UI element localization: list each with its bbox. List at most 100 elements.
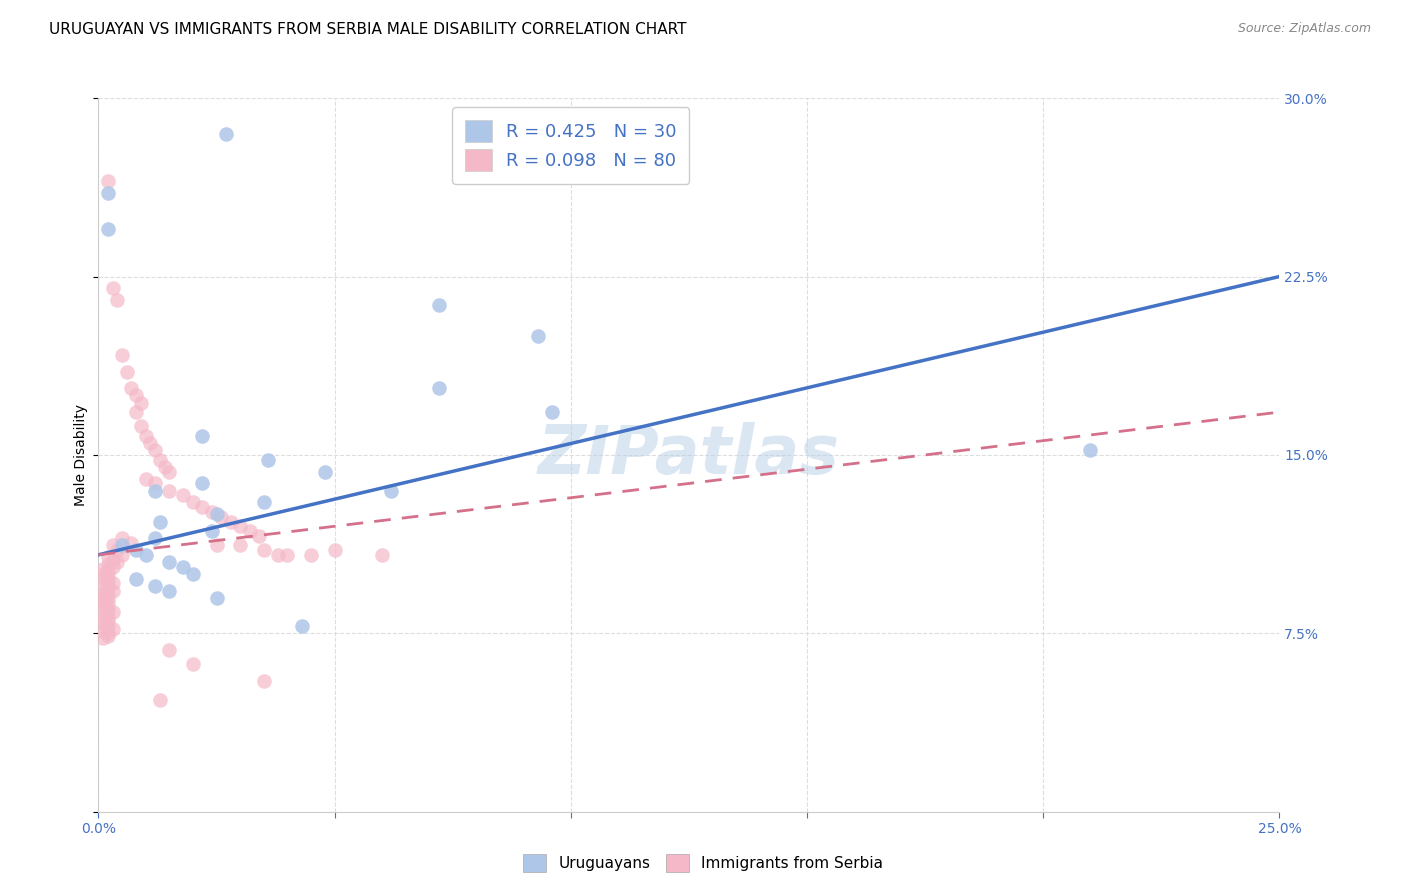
- Text: Source: ZipAtlas.com: Source: ZipAtlas.com: [1237, 22, 1371, 36]
- Point: [380, 483, 402, 498]
- Point: [276, 548, 298, 562]
- Point: [427, 381, 450, 395]
- Point: [97, 626, 120, 640]
- Point: [97, 619, 120, 633]
- Point: [91, 600, 114, 615]
- Point: [101, 605, 124, 619]
- Point: [97, 602, 120, 616]
- Point: [191, 476, 214, 491]
- Point: [125, 388, 148, 402]
- Point: [157, 465, 180, 479]
- Point: [91, 579, 114, 593]
- Point: [101, 538, 124, 552]
- Point: [143, 531, 166, 545]
- Point: [157, 555, 180, 569]
- Point: [371, 548, 394, 562]
- Point: [135, 472, 157, 486]
- Point: [97, 569, 120, 583]
- Point: [91, 612, 114, 626]
- Point: [205, 591, 228, 605]
- Point: [323, 543, 346, 558]
- Point: [91, 586, 114, 600]
- Point: [97, 629, 120, 643]
- Point: [157, 483, 180, 498]
- Point: [97, 615, 120, 629]
- Point: [215, 127, 238, 141]
- Point: [125, 543, 148, 558]
- Point: [105, 293, 128, 308]
- Point: [181, 495, 204, 509]
- Point: [111, 548, 134, 562]
- Point: [209, 509, 232, 524]
- Point: [97, 222, 120, 236]
- Point: [253, 543, 276, 558]
- Legend: R = 0.425   N = 30, R = 0.098   N = 80: R = 0.425 N = 30, R = 0.098 N = 80: [453, 107, 689, 184]
- Point: [101, 583, 124, 598]
- Point: [247, 529, 270, 543]
- Point: [149, 452, 172, 467]
- Point: [143, 483, 166, 498]
- Point: [201, 524, 224, 538]
- Point: [314, 465, 336, 479]
- Point: [97, 581, 120, 595]
- Point: [97, 565, 120, 579]
- Point: [201, 505, 224, 519]
- Point: [125, 572, 148, 586]
- Point: [105, 555, 128, 569]
- Point: [97, 588, 120, 602]
- Point: [91, 591, 114, 605]
- Point: [97, 598, 120, 612]
- Point: [139, 436, 162, 450]
- Point: [205, 508, 228, 522]
- Point: [267, 548, 290, 562]
- Point: [111, 538, 134, 552]
- Point: [97, 609, 120, 624]
- Point: [105, 543, 128, 558]
- Point: [97, 558, 120, 572]
- Y-axis label: Male Disability: Male Disability: [75, 404, 89, 506]
- Point: [219, 515, 242, 529]
- Point: [541, 405, 564, 419]
- Point: [91, 595, 114, 609]
- Point: [157, 583, 180, 598]
- Point: [91, 572, 114, 586]
- Point: [157, 643, 180, 657]
- Point: [257, 452, 280, 467]
- Point: [427, 298, 450, 312]
- Point: [97, 550, 120, 565]
- Point: [135, 548, 157, 562]
- Point: [91, 616, 114, 631]
- Point: [143, 579, 166, 593]
- Point: [129, 419, 152, 434]
- Point: [101, 622, 124, 636]
- Point: [111, 531, 134, 545]
- Point: [229, 519, 252, 533]
- Point: [97, 186, 120, 201]
- Point: [253, 673, 276, 688]
- Point: [91, 607, 114, 622]
- Point: [290, 619, 312, 633]
- Point: [143, 476, 166, 491]
- Point: [97, 593, 120, 607]
- Point: [121, 536, 143, 550]
- Point: [115, 365, 138, 379]
- Point: [135, 429, 157, 443]
- Point: [253, 495, 276, 509]
- Point: [149, 515, 172, 529]
- Point: [125, 405, 148, 419]
- Point: [239, 524, 262, 538]
- Point: [153, 459, 176, 474]
- Point: [101, 552, 124, 566]
- Point: [91, 562, 114, 576]
- Point: [191, 429, 214, 443]
- Point: [205, 538, 228, 552]
- Point: [91, 566, 114, 581]
- Point: [97, 174, 120, 188]
- Point: [181, 657, 204, 672]
- Point: [101, 281, 124, 295]
- Text: ZIPatlas: ZIPatlas: [538, 422, 839, 488]
- Point: [229, 538, 252, 552]
- Point: [91, 624, 114, 638]
- Point: [111, 348, 134, 362]
- Point: [181, 566, 204, 581]
